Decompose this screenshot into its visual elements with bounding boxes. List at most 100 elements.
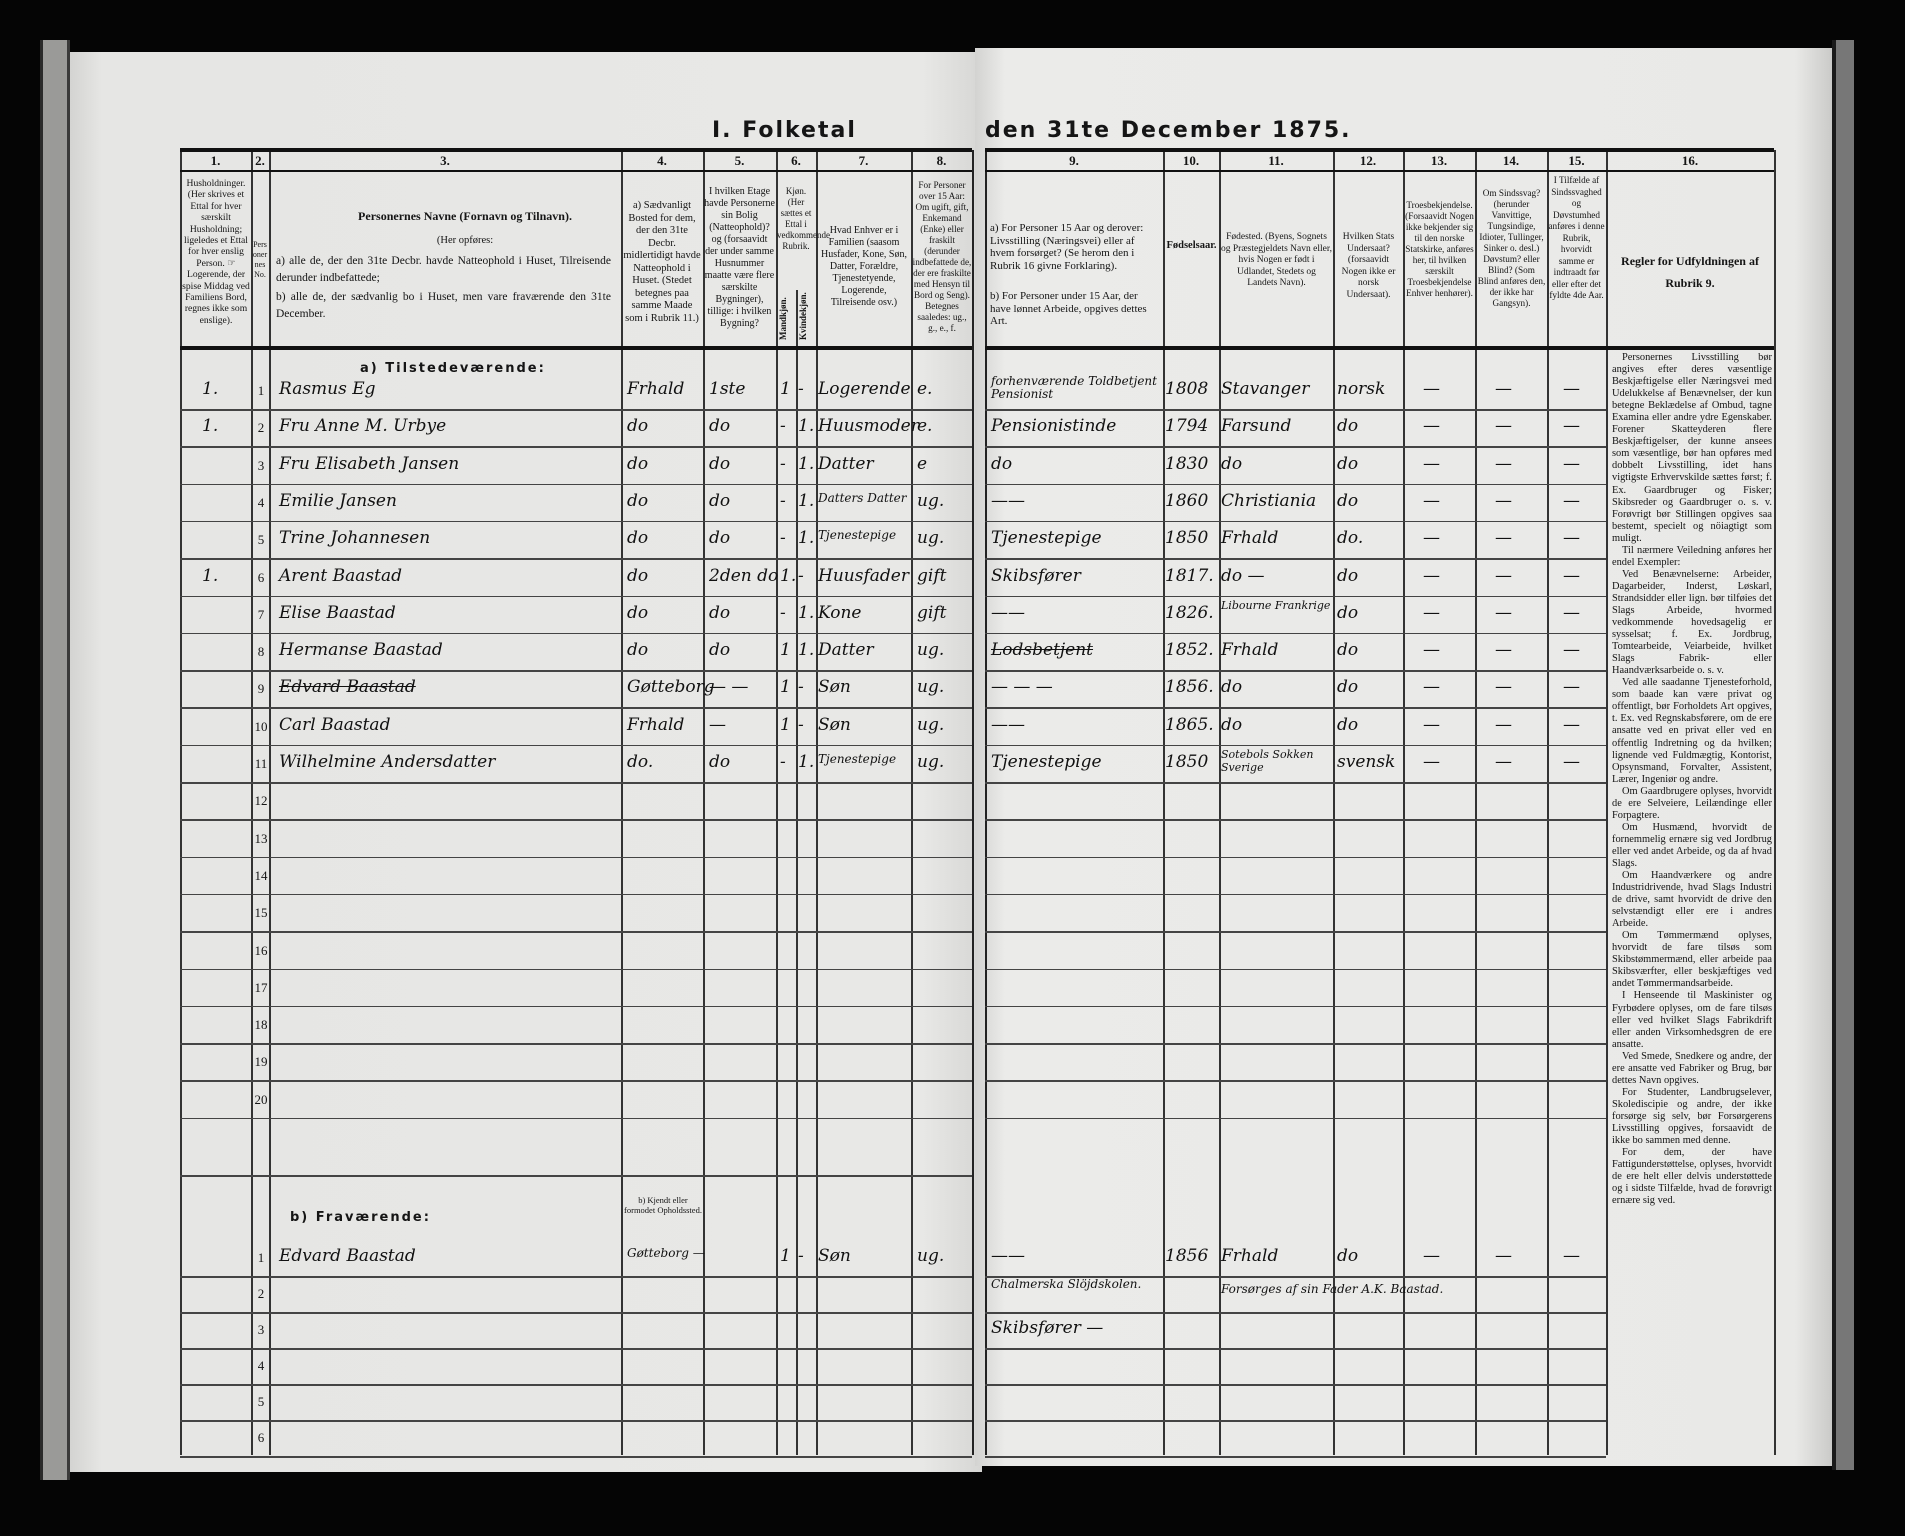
citizenship: do xyxy=(1337,416,1359,437)
absent-disability-onset: — xyxy=(1563,1246,1580,1266)
column-rule xyxy=(911,150,913,1455)
birth-year: 1794 xyxy=(1165,416,1209,437)
column-number: 5. xyxy=(734,153,745,168)
absent-row-rule xyxy=(985,1276,1606,1278)
header-rules: Regler for Udfyldningen af Rubrik 9. xyxy=(1621,254,1759,290)
row-rule xyxy=(180,782,972,784)
section-present-label: a) Tilstedeværende: xyxy=(360,361,546,376)
rules-paragraph: Ved Smede, Snedkere og andre, der ere an… xyxy=(1612,1050,1772,1086)
marital-status: e. xyxy=(917,379,933,399)
row-rule xyxy=(180,558,972,560)
row-rule xyxy=(985,558,1606,560)
marital-status: gift xyxy=(917,565,947,586)
row-rule xyxy=(180,1005,972,1008)
row-rule xyxy=(985,632,1606,635)
family-role: Tjenestepige xyxy=(818,752,897,766)
religion: — xyxy=(1423,752,1440,772)
absent-disability: — xyxy=(1495,1246,1512,1266)
row-rule xyxy=(985,893,1606,896)
absent-birth-year: 1856 xyxy=(1165,1246,1209,1266)
row-rule xyxy=(180,968,972,970)
absent-birthplace: Forsørges af sin Fader A.K. Baastad. xyxy=(1221,1282,1444,1296)
row-rule xyxy=(180,819,972,821)
left-page xyxy=(62,52,982,1472)
male-mark: - xyxy=(780,453,786,474)
person-number: 3 xyxy=(257,457,265,473)
floor: 2den do xyxy=(709,565,779,586)
row-rule xyxy=(180,670,972,672)
header-households: Husholdninger. (Her skrives et Ettal for… xyxy=(182,178,250,326)
person-number: 18 xyxy=(254,1017,268,1033)
title-left: I. Folketal xyxy=(712,118,857,143)
column-number: 8. xyxy=(936,153,947,168)
marital-status: ug. xyxy=(917,490,945,511)
absent-birthplace: Frhald xyxy=(1221,1246,1279,1266)
person-name: Fru Elisabeth Jansen xyxy=(279,453,460,474)
family-role: Huusmoder xyxy=(818,416,919,437)
household-mark: 1. xyxy=(202,416,219,437)
row-rule xyxy=(180,856,972,859)
religion: — xyxy=(1423,490,1440,511)
disability-onset: — xyxy=(1563,752,1580,772)
household-mark: 1. xyxy=(202,379,219,399)
floor: do xyxy=(709,640,731,661)
rules-paragraph: Ved alle saadanne Tjenesteforhold, som b… xyxy=(1612,677,1772,785)
rules-paragraph: Personernes Livsstilling bør angives eft… xyxy=(1612,352,1772,544)
floor: do xyxy=(709,490,731,511)
family-role: Datter xyxy=(818,640,874,661)
citizenship: do xyxy=(1337,714,1359,735)
absent-citizenship: do xyxy=(1337,1246,1359,1266)
floor: do xyxy=(709,528,731,549)
female-mark: - xyxy=(798,565,804,586)
header-rule xyxy=(985,170,1774,172)
female-mark: 1. xyxy=(798,416,815,437)
floor: — — xyxy=(709,677,749,698)
absent-row-rule xyxy=(180,1420,972,1422)
usual-residence: do xyxy=(627,490,649,511)
row-rule xyxy=(180,893,972,896)
disability-onset: — xyxy=(1563,453,1580,474)
row-rule xyxy=(180,595,972,597)
absent-person-number: 3 xyxy=(257,1322,265,1337)
disability: — xyxy=(1495,379,1512,399)
column-rule xyxy=(1475,150,1477,1455)
absent-male-mark: 1 xyxy=(780,1246,791,1266)
family-role: Søn xyxy=(818,677,851,698)
person-number: 16 xyxy=(254,942,268,958)
row-rule xyxy=(180,632,972,635)
header-religion: Troesbekjendelse. (Forsaavidt Nogen ikke… xyxy=(1405,200,1474,298)
header-citizenship: Hvilken Stats Undersaat? (forsaavidt Nog… xyxy=(1341,232,1396,300)
family-role: Søn xyxy=(818,714,851,735)
male-mark: 1 xyxy=(780,379,791,399)
birth-year: 1852. xyxy=(1165,640,1214,661)
female-mark: 1. xyxy=(798,453,815,474)
rules-paragraph: Om Tømmermænd oplyses, hvorvidt de fare … xyxy=(1612,930,1772,990)
header-person-no: Personernes No. xyxy=(252,240,268,279)
usual-residence: do xyxy=(627,602,649,623)
birth-year: 1856. xyxy=(1165,677,1214,698)
row-rule xyxy=(985,968,1606,970)
birth-year: 1817. xyxy=(1165,565,1214,586)
header-marital-status: For Personer over 15 Aar: Om ugift, gift… xyxy=(912,180,972,333)
absent-person-number: 4 xyxy=(257,1358,265,1373)
left-binding-edge xyxy=(40,40,70,1480)
absent-occupation: Chalmerska Slöjdskolen. xyxy=(991,1277,1142,1291)
usual-residence: do. xyxy=(627,752,654,772)
male-mark: 1. xyxy=(780,565,797,586)
usual-residence: Frhald xyxy=(627,379,685,399)
absent-row-rule xyxy=(985,1384,1606,1386)
birth-year: 1826. xyxy=(1165,602,1214,623)
column-number: 1. xyxy=(210,153,221,168)
religion: — xyxy=(1423,565,1440,586)
column-rule xyxy=(1774,150,1776,1455)
birthplace: Sotebols Sokken Sverige xyxy=(1221,748,1314,774)
birthplace: Stavanger xyxy=(1221,379,1310,399)
column-rule xyxy=(776,150,778,1455)
row-rule xyxy=(985,707,1606,709)
usual-residence: do xyxy=(627,528,649,549)
header-rule xyxy=(180,170,972,172)
birth-year: 1808 xyxy=(1165,379,1209,399)
section-absent-label: b) Fraværende: xyxy=(290,1210,431,1225)
male-mark: - xyxy=(780,416,786,437)
female-mark: 1. xyxy=(798,490,815,511)
